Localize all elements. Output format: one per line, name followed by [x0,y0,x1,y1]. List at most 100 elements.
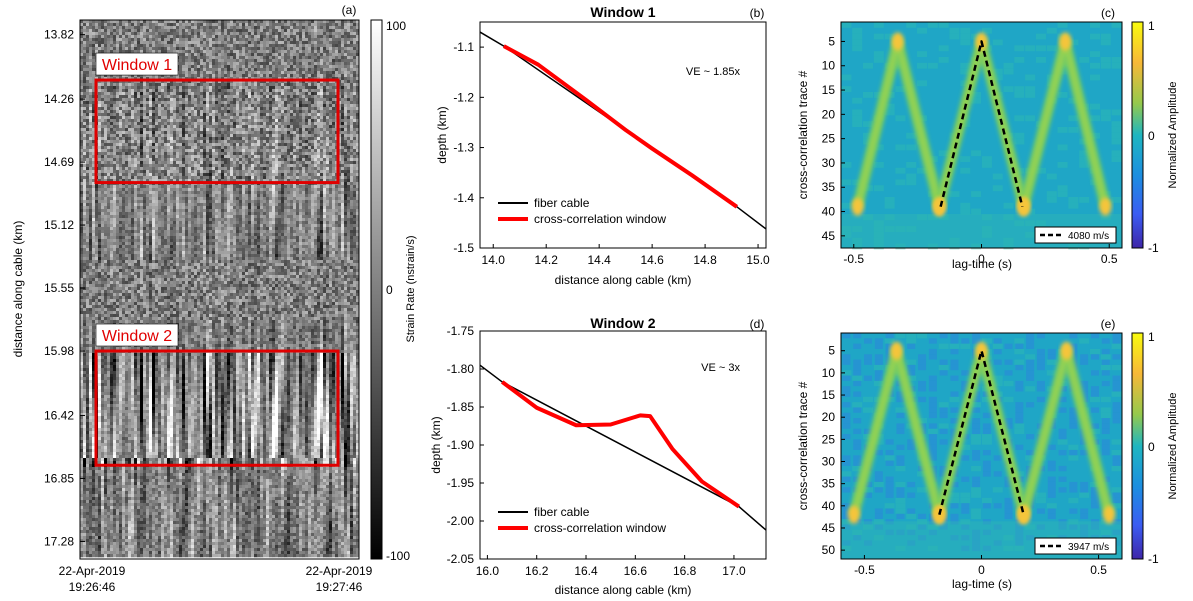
strain-pixel [281,71,285,75]
strain-pixel [221,89,225,93]
strain-pixel [269,53,273,57]
strain-pixel [221,137,225,141]
strain-pixel [80,38,84,42]
strain-pixel [176,110,180,114]
strain-pixel [179,71,183,75]
strain-pixel [101,110,105,114]
strain-pixel [245,155,249,159]
strain-pixel [356,146,360,150]
strain-pixel [323,149,327,153]
strain-pixel [86,98,90,102]
strain-pixel [206,110,210,114]
strain-pixel [92,89,96,93]
strain-pixel [344,50,348,54]
strain-pixel [89,143,93,147]
strain-pixel [212,50,216,54]
strain-pixel [218,56,222,60]
strain-pixel [194,38,198,42]
strain-pixel [122,23,126,27]
strain-pixel [338,128,342,132]
strain-pixel [320,50,324,54]
strain-pixel [305,56,309,60]
strain-pixel [236,71,240,75]
strain-pixel [356,32,360,36]
strain-pixel [179,155,183,159]
strain-pixel [89,110,93,114]
strain-pixel [194,131,198,135]
strain-pixel [113,107,117,111]
strain-pixel [272,104,276,108]
strain-pixel [275,26,279,30]
strain-pixel [131,95,135,99]
strain-pixel [260,71,264,75]
strain-pixel [182,47,186,51]
strain-pixel [290,113,294,117]
strain-pixel [89,140,93,144]
strain-pixel [206,134,210,138]
strain-pixel [134,95,138,99]
strain-pixel [341,92,345,96]
strain-pixel [347,143,351,147]
strain-pixel [155,23,159,27]
strain-pixel [128,86,132,90]
strain-pixel [266,131,270,135]
strain-pixel [164,179,168,183]
strain-pixel [191,89,195,93]
strain-pixel [83,116,87,120]
strain-pixel [335,68,339,72]
strain-pixel [182,167,186,171]
strain-pixel [101,173,105,177]
strain-pixel [350,101,354,105]
strain-pixel [131,116,135,120]
strain-pixel [314,137,318,141]
strain-pixel [314,140,318,144]
strain-pixel [218,101,222,105]
strain-pixel [239,140,243,144]
strain-pixel [245,92,249,96]
strain-pixel [350,116,354,120]
strain-pixel [209,68,213,72]
strain-pixel [245,65,249,69]
strain-pixel [98,173,102,177]
strain-pixel [356,68,360,72]
strain-pixel [320,125,324,129]
strain-pixel [203,167,207,171]
strain-pixel [227,116,231,120]
strain-pixel [140,44,144,48]
strain-pixel [83,98,87,102]
strain-pixel [170,155,174,159]
strain-pixel [176,134,180,138]
strain-pixel [101,179,105,183]
strain-pixel [272,56,276,60]
strain-pixel [188,56,192,60]
strain-pixel [137,29,141,33]
strain-pixel [320,146,324,150]
strain-pixel [137,89,141,93]
strain-pixel [143,158,147,162]
strain-pixel [242,128,246,132]
strain-pixel [272,158,276,162]
strain-pixel [356,134,360,138]
strain-pixel [194,41,198,45]
strain-pixel [110,86,114,90]
strain-pixel [98,137,102,141]
strain-pixel [86,65,90,69]
strain-pixel [254,116,258,120]
strain-pixel [281,173,285,177]
strain-pixel [350,167,354,171]
strain-pixel [89,59,93,63]
strain-pixel [230,65,234,69]
strain-pixel [260,176,264,180]
strain-pixel [266,146,270,150]
strain-pixel [236,32,240,36]
strain-pixel [155,101,159,105]
strain-pixel [263,173,267,177]
strain-pixel [224,83,228,87]
strain-pixel [314,71,318,75]
strain-pixel [266,20,270,24]
strain-pixel [254,59,258,63]
strain-pixel [188,152,192,156]
strain-pixel [107,158,111,162]
strain-pixel [293,53,297,57]
strain-pixel [260,179,264,183]
